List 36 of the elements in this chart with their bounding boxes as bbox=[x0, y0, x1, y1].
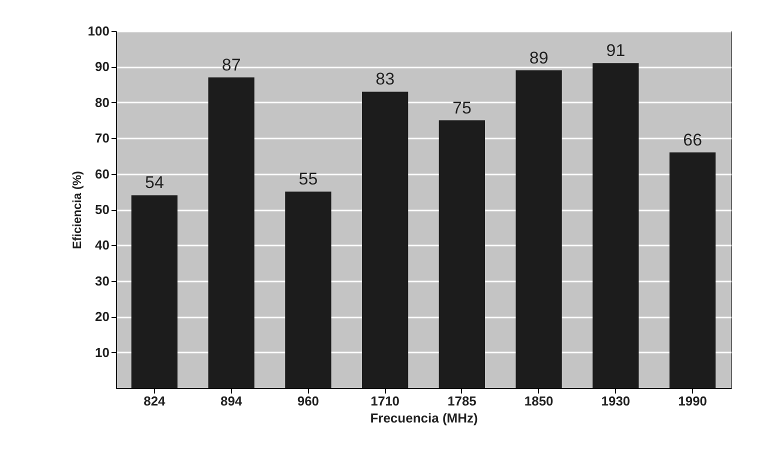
y-tick-label: 50 bbox=[95, 202, 110, 217]
x-tick-label: 1710 bbox=[370, 394, 400, 408]
bar bbox=[670, 152, 716, 388]
y-tick-label: 100 bbox=[88, 24, 110, 38]
y-tick-label: 90 bbox=[95, 59, 110, 74]
data-label: 83 bbox=[376, 70, 395, 89]
bar bbox=[362, 92, 408, 388]
x-tick-label: 1990 bbox=[678, 394, 708, 408]
y-tick-label: 60 bbox=[95, 166, 110, 182]
bar bbox=[131, 195, 178, 388]
x-tick-label: 1930 bbox=[601, 394, 630, 408]
data-label: 54 bbox=[144, 173, 164, 192]
y-tick-label: 70 bbox=[95, 130, 110, 146]
bar bbox=[208, 77, 254, 388]
y-tick-label: 20 bbox=[95, 309, 110, 324]
data-label: 91 bbox=[606, 41, 626, 60]
x-tick-label: 1785 bbox=[447, 394, 476, 408]
x-axis-title: Frecuencia (MHz) bbox=[370, 410, 478, 426]
x-tick-label: 1850 bbox=[524, 394, 554, 408]
data-label: 66 bbox=[683, 130, 702, 150]
x-tick-label: 960 bbox=[297, 394, 320, 408]
y-tick-label: 80 bbox=[95, 94, 110, 110]
bar bbox=[285, 192, 332, 388]
y-axis-title: Eficiencia (%) bbox=[70, 170, 84, 250]
x-tick-label: 824 bbox=[144, 394, 166, 408]
data-label: 87 bbox=[222, 55, 241, 74]
x-tick-label: 894 bbox=[220, 394, 243, 408]
data-label: 89 bbox=[529, 48, 548, 68]
bar bbox=[592, 63, 639, 388]
bar bbox=[438, 120, 485, 388]
bar bbox=[516, 70, 562, 388]
y-tick-label: 40 bbox=[95, 238, 110, 253]
data-label: 55 bbox=[298, 170, 318, 189]
y-tick-label: 30 bbox=[95, 273, 110, 288]
y-tick-label: 10 bbox=[95, 344, 110, 360]
data-label: 75 bbox=[452, 98, 472, 118]
